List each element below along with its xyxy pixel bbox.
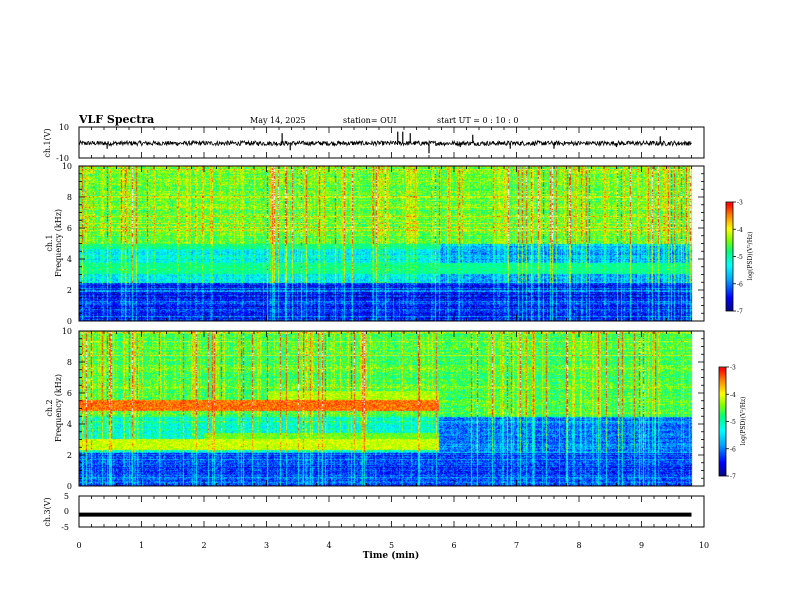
colorbar-tick-label: -3	[737, 200, 743, 207]
ch3-waveform-panel: 5 0 -5 ch.3(V)	[43, 492, 705, 532]
ch2-colorbar-ticks: -3 -4 -5 -6 -7	[726, 365, 736, 481]
ch3-waveform-ylabel: ch.3(V)	[43, 497, 52, 526]
ch1-spectrogram-y-ticks: 0 2 4 6 8 10	[62, 162, 704, 326]
ch2-spec-ytick-label: 10	[62, 327, 72, 336]
ch1-spec-ytick-label: 8	[67, 193, 72, 202]
colorbar-tick-label: -7	[737, 309, 743, 316]
time-tick-label: 6	[451, 541, 456, 550]
ch3-waveform-x-ticks	[78, 496, 705, 527]
ch1-ytick-bottom: -10	[56, 154, 69, 163]
time-tick-label: 3	[264, 541, 269, 550]
ch2-spectrogram-ylabel-channel: ch.2	[45, 399, 54, 416]
time-axis-label: Time (min)	[363, 550, 420, 561]
ch2-spec-ytick-label: 8	[67, 358, 72, 367]
ch2-spectrogram-ylabel-frequency: Frequency (kHz)	[54, 374, 63, 442]
ch1-spectrogram-heatmap	[79, 166, 704, 321]
waveform-line	[78, 139, 692, 148]
colorbar-tick-label: -5	[730, 419, 736, 426]
ch1-spec-ytick-label: 10	[62, 162, 72, 171]
ch1-spectrogram-x-ticks	[78, 166, 705, 321]
ch2-spec-ytick-label: 4	[67, 420, 72, 429]
colorbar-tick-label: -6	[737, 281, 743, 288]
ch1-spec-ytick-label: 6	[67, 224, 72, 233]
time-tick-label: 5	[389, 541, 394, 550]
ch1-waveform-trace	[78, 131, 692, 154]
ch1-waveform-x-ticks	[78, 127, 705, 158]
colorbar-tick-label: -4	[737, 227, 743, 234]
ch2-spectrogram-panel: 0 2 4 6 8 10 ch.2 Frequency (kHz) -3 -4 -5 -6 -7 …	[45, 327, 747, 491]
ch2-spec-ytick-label: 2	[67, 451, 72, 460]
ch2-colorbar-holder	[719, 367, 726, 476]
time-tick-label: 8	[576, 541, 581, 550]
ch1-spec-ytick-label: 0	[67, 317, 72, 326]
time-tick-label: 2	[201, 541, 206, 550]
colorbar-tick-label: -7	[730, 474, 736, 481]
ch2-spec-ytick-label: 0	[67, 482, 72, 491]
ch1-colorbar: -3 -4 -5 -6 -7 log(PSD)(V²/Hz)	[725, 200, 754, 316]
ch3-ytick-bottom: -5	[61, 523, 69, 532]
ch1-spectrogram-ylabel-channel: ch.1	[45, 234, 54, 251]
colorbar-tick-label: -4	[730, 392, 736, 399]
time-axis-tick-labels: 0 1 2 3 4 5 6 7 8 9 10	[76, 541, 709, 550]
ch2-colorbar-label: log(PSD)(V²/Hz)	[740, 397, 747, 446]
ch1-colorbar-label: log(PSD)(V²/Hz)	[747, 232, 754, 281]
time-tick-label: 10	[699, 541, 709, 550]
ch3-ytick-top: 5	[64, 492, 69, 501]
ch1-spectrogram-image-holder	[79, 166, 704, 321]
figure-title: VLF Spectra	[78, 113, 154, 126]
station-label: station= OUI	[343, 116, 397, 125]
colorbar-tick-label: -6	[730, 446, 736, 453]
time-tick-label: 0	[76, 541, 81, 550]
ch2-spectrogram-image-holder	[79, 331, 704, 486]
time-tick-label: 1	[139, 541, 144, 550]
ch1-ytick-top: 10	[59, 123, 69, 132]
colorbar-tick-label: -3	[730, 365, 736, 372]
figure-header: VLF Spectra May 14, 2025 station= OUI st…	[78, 113, 518, 126]
ch3-ytick-middle: 0	[64, 507, 69, 516]
ch2-spectrogram-y-ticks: 0 2 4 6 8 10	[62, 327, 704, 491]
ch1-spec-ytick-label: 2	[67, 286, 72, 295]
ch1-colorbar-ticks: -3 -4 -5 -6 -7	[733, 200, 743, 316]
start-ut-label: start UT = 0 : 10 : 0	[437, 116, 518, 125]
ch1-spectrogram-ylabel-frequency: Frequency (kHz)	[54, 209, 63, 277]
ch2-spectrogram-heatmap	[79, 331, 704, 486]
ch1-waveform-panel: 10 -10 ch.1(V)	[43, 123, 705, 163]
time-tick-label: 7	[514, 541, 519, 550]
ch2-colorbar: -3 -4 -5 -6 -7 log(PSD)(V²/Hz)	[718, 365, 747, 481]
date-label: May 14, 2025	[250, 116, 306, 125]
ch2-spec-ytick-label: 6	[67, 389, 72, 398]
ch1-spec-ytick-label: 4	[67, 255, 72, 264]
time-tick-label: 9	[639, 541, 644, 550]
ch1-spectrogram-panel: 0 2 4 6 8 10 ch.1 Frequency (kHz) -3 -4 -5 -6 -7 …	[45, 162, 754, 326]
ch2-colorbar-gradient	[719, 367, 726, 476]
ch1-colorbar-gradient	[726, 202, 733, 311]
time-tick-label: 4	[326, 541, 331, 550]
colorbar-tick-label: -5	[737, 254, 743, 261]
ch1-colorbar-holder	[726, 202, 733, 311]
ch2-spectrogram-x-ticks	[78, 331, 705, 486]
ch1-waveform-ylabel: ch.1(V)	[43, 128, 52, 157]
